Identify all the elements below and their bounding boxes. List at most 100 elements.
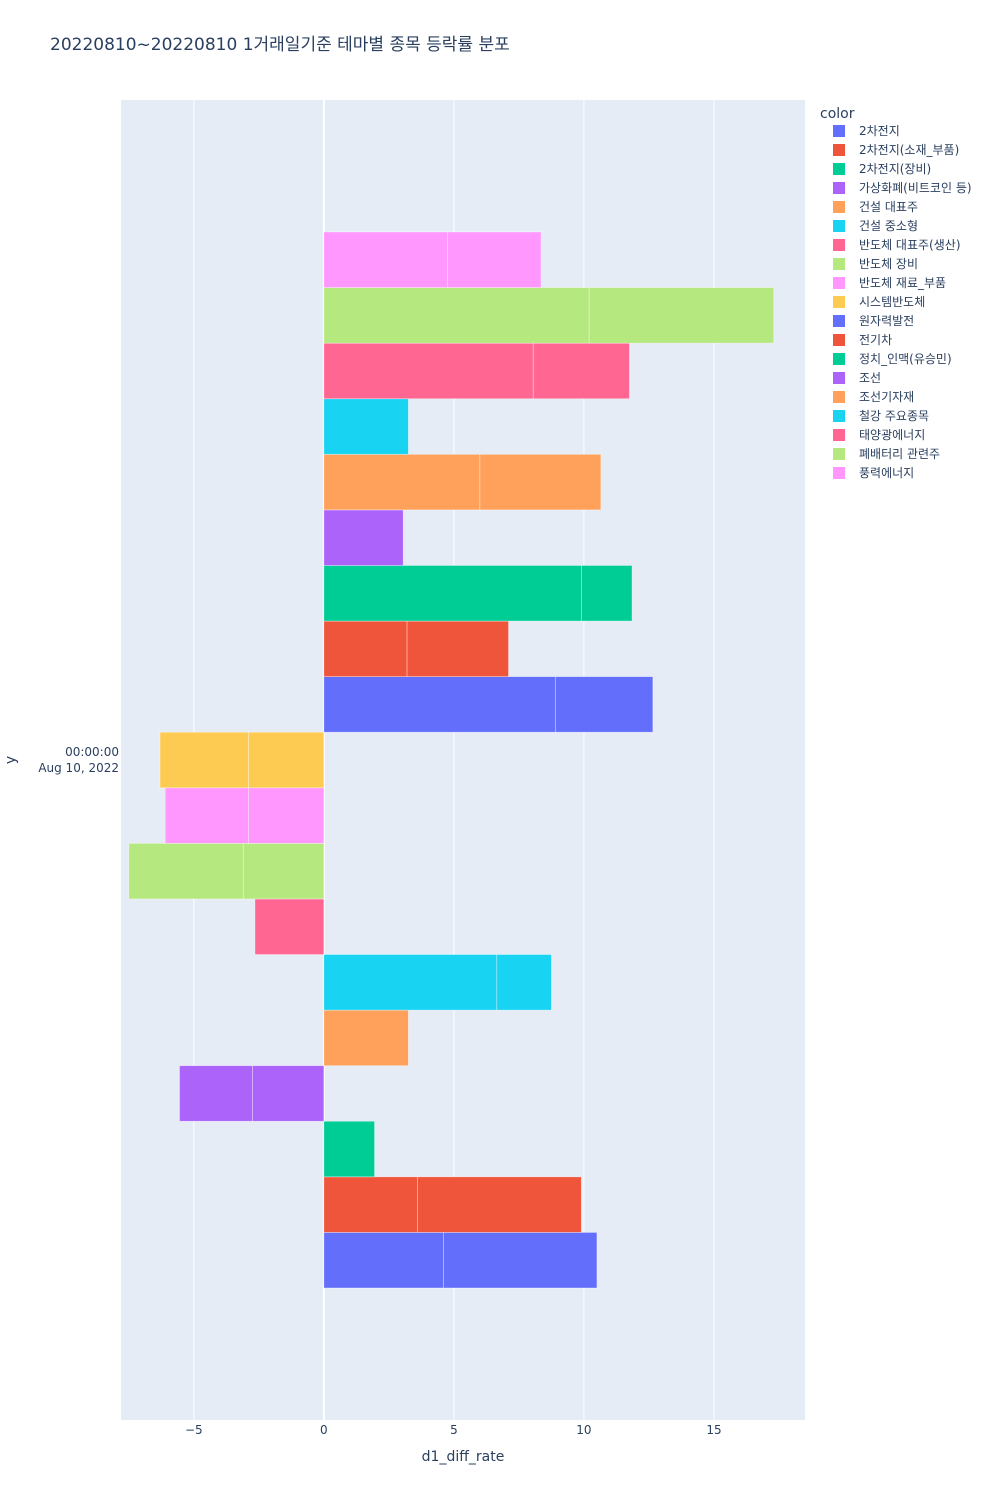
legend-item[interactable]: 정치_인맥(유승민): [833, 352, 952, 366]
legend-label: 가상화폐(비트코인 등): [859, 181, 972, 195]
legend-item[interactable]: 2차전지(소재_부품): [833, 143, 959, 157]
legend-swatch: [833, 296, 845, 308]
x-tick-label: −5: [185, 1423, 203, 1437]
legend-item[interactable]: 2차전지: [833, 124, 900, 138]
legend-label: 철강 주요종목: [859, 409, 929, 423]
x-tick-label: 5: [450, 1423, 458, 1437]
x-axis-title: d1_diff_rate: [422, 1449, 505, 1465]
legend-label: 폐배터리 관련주: [859, 447, 940, 461]
legend-label: 정치_인맥(유승민): [859, 352, 952, 366]
bar[interactable]: [323, 1120, 375, 1178]
bar[interactable]: [242, 843, 325, 900]
legend-swatch: [833, 315, 845, 327]
legend-label: 2차전지(소재_부품): [859, 143, 959, 157]
legend-label: 시스템반도체: [859, 295, 925, 309]
legend-item[interactable]: 반도체 장비: [833, 257, 918, 271]
bar[interactable]: [323, 398, 409, 455]
bar[interactable]: [323, 620, 408, 677]
legend-item[interactable]: 건설 대표주: [833, 200, 918, 214]
bar[interactable]: [323, 565, 582, 622]
legend-item[interactable]: 반도체 재료_부품: [833, 276, 946, 290]
bar[interactable]: [159, 731, 249, 789]
legend-swatch: [833, 125, 845, 137]
legend-swatch: [833, 391, 845, 403]
legend-item[interactable]: 시스템반도체: [833, 295, 925, 309]
bar[interactable]: [248, 787, 325, 844]
legend-swatch: [833, 448, 845, 460]
y-tick-time: 00:00:00: [65, 745, 119, 759]
x-tick-label: 0: [320, 1423, 328, 1437]
legend-swatch: [833, 163, 845, 175]
y-tick-date: Aug 10, 2022: [38, 761, 119, 775]
x-tick-labels: −5 0 5 10 15: [185, 1423, 722, 1437]
bars-group: [128, 231, 775, 1289]
legend-item[interactable]: 폐배터리 관련주: [833, 447, 940, 461]
bar[interactable]: [323, 287, 590, 344]
legend-item[interactable]: 원자력발전: [833, 314, 914, 328]
legend-swatch: [833, 429, 845, 441]
bar[interactable]: [248, 731, 325, 789]
bar[interactable]: [580, 565, 633, 622]
legend[interactable]: color 2차전지 2차전지(소재_부품) 2차전지(장비) 가상화폐(비트코인 등…: [820, 106, 972, 480]
legend-item[interactable]: 전기차: [833, 333, 892, 347]
bar[interactable]: [323, 231, 448, 288]
chart-title: 20220810~20220810 1거래일기준 테마별 종목 등락률 분포: [50, 35, 510, 55]
bar[interactable]: [251, 1065, 325, 1122]
legend-item[interactable]: 풍력에너지: [833, 466, 914, 480]
legend-label: 태양광에너지: [859, 428, 925, 442]
legend-item[interactable]: 철강 주요종목: [833, 409, 929, 423]
legend-item[interactable]: 태양광에너지: [833, 428, 925, 442]
legend-swatch: [833, 372, 845, 384]
legend-swatch: [833, 410, 845, 422]
legend-label: 전기차: [859, 333, 892, 347]
legend-item[interactable]: 건설 중소형: [833, 219, 918, 233]
legend-swatch: [833, 334, 845, 346]
bar[interactable]: [323, 1009, 409, 1067]
legend-item[interactable]: 가상화폐(비트코인 등): [833, 181, 972, 195]
bar[interactable]: [254, 898, 325, 955]
bar[interactable]: [323, 676, 556, 733]
bar[interactable]: [323, 342, 534, 400]
legend-swatch: [833, 220, 845, 232]
bar[interactable]: [323, 1232, 444, 1289]
legend-label: 반도체 대표주(생산): [859, 238, 961, 252]
legend-label: 건설 중소형: [859, 219, 918, 233]
bar[interactable]: [323, 509, 404, 566]
legend-title: color: [820, 106, 855, 122]
bar[interactable]: [479, 453, 602, 511]
legend-swatch: [833, 144, 845, 156]
bar[interactable]: [406, 620, 509, 677]
legend-swatch: [833, 182, 845, 194]
bar[interactable]: [554, 676, 654, 733]
legend-swatch: [833, 239, 845, 251]
bar[interactable]: [128, 843, 244, 900]
legend-label: 반도체 장비: [859, 257, 918, 271]
legend-swatch: [833, 258, 845, 270]
bar[interactable]: [323, 954, 498, 1011]
legend-label: 2차전지(장비): [859, 162, 931, 176]
legend-swatch: [833, 467, 845, 479]
bar[interactable]: [164, 787, 249, 844]
bar[interactable]: [417, 1176, 582, 1233]
x-tick-label: 15: [706, 1423, 721, 1437]
legend-swatch: [833, 277, 845, 289]
bar[interactable]: [532, 342, 630, 400]
legend-label: 건설 대표주: [859, 200, 918, 214]
bar[interactable]: [179, 1065, 253, 1122]
bar[interactable]: [447, 231, 542, 288]
legend-item[interactable]: 반도체 대표주(생산): [833, 238, 961, 252]
legend-item[interactable]: 조선기자재: [833, 390, 914, 404]
bar[interactable]: [443, 1232, 598, 1289]
bar[interactable]: [323, 1176, 418, 1233]
bar[interactable]: [588, 287, 775, 344]
legend-label: 원자력발전: [859, 314, 914, 328]
legend-label: 2차전지: [859, 124, 900, 138]
bar[interactable]: [323, 453, 481, 511]
x-tick-label: 10: [576, 1423, 591, 1437]
legend-item[interactable]: 조선: [833, 371, 881, 385]
legend-item[interactable]: 2차전지(장비): [833, 162, 931, 176]
y-axis-title: y: [3, 756, 19, 764]
bar[interactable]: [496, 954, 552, 1011]
